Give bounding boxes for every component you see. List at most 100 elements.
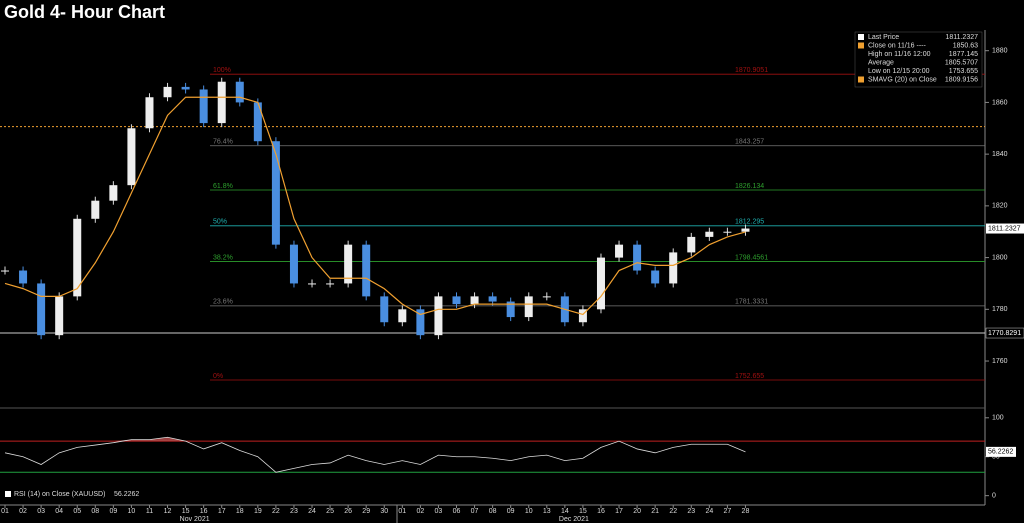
candle: [73, 218, 82, 297]
rsi-legend-swatch: [5, 491, 11, 497]
fib-label: 61.8%: [213, 183, 233, 190]
x-tick-label: 04: [55, 508, 63, 515]
candle: [199, 89, 208, 124]
x-tick-label: 13: [543, 508, 551, 515]
legend-value: 1753.655: [949, 68, 978, 75]
candle: [181, 86, 190, 90]
fib-label: 23.6%: [213, 299, 233, 306]
candle: [37, 283, 46, 336]
x-tick-label: 24: [705, 508, 713, 515]
candle: [91, 200, 100, 219]
x-tick-label: 10: [128, 508, 136, 515]
x-tick-label: 21: [651, 508, 659, 515]
rsi-value-box: 56.2262: [988, 449, 1013, 456]
candle: [741, 228, 750, 232]
fib-value: 1752.655: [735, 373, 764, 380]
candle: [19, 270, 28, 284]
fib-value: 1798.4561: [735, 254, 768, 261]
y-tick-label: 1800: [992, 254, 1008, 261]
x-tick-label: 16: [200, 508, 208, 515]
y-tick-label: 1820: [992, 203, 1008, 210]
candle: [163, 86, 172, 98]
candle: [326, 283, 335, 285]
candle: [596, 257, 605, 310]
x-tick-label: 01: [398, 508, 406, 515]
fib-label: 100%: [213, 67, 231, 74]
x-tick-label: 18: [236, 508, 244, 515]
legend-text: SMAVG (20) on Close: [868, 76, 937, 83]
candle: [705, 231, 714, 237]
candle: [362, 244, 371, 297]
candle: [145, 97, 154, 129]
x-tick-label: 02: [19, 508, 27, 515]
legend-text: High on 11/16 12:00: [868, 51, 931, 58]
legend-text: Last Price: [868, 34, 899, 41]
x-tick-label: 25: [326, 508, 334, 515]
x-tick-label: 15: [579, 508, 587, 515]
y-tick-label: 1860: [992, 99, 1008, 106]
candle: [344, 244, 353, 284]
x-tick-label: 06: [453, 508, 461, 515]
candle: [615, 244, 624, 258]
x-tick-label: 15: [182, 508, 190, 515]
rsi-legend-value: 56.2262: [114, 491, 139, 498]
x-tick-label: 14: [561, 508, 569, 515]
legend-text: Average: [868, 59, 894, 66]
x-tick-label: 19: [254, 508, 262, 515]
fib-value: 1826.134: [735, 183, 764, 190]
x-tick-label: 26: [344, 508, 352, 515]
x-tick-label: 29: [362, 508, 370, 515]
legend-value: 1811.2327: [945, 34, 978, 41]
candle: [542, 296, 551, 298]
chart-title: Gold 4- Hour Chart: [4, 2, 165, 22]
candle: [687, 236, 696, 253]
last-price-label: 1811.2327: [988, 225, 1021, 232]
y-tick-label: 1780: [992, 306, 1008, 313]
x-tick-label: 16: [597, 508, 605, 515]
legend-value: 1805.5707: [945, 59, 978, 66]
rsi-tick-label: 0: [992, 492, 996, 499]
x-tick-label: 11: [146, 508, 153, 515]
x-tick-label: 23: [687, 508, 695, 515]
x-tick-label: 07: [471, 508, 479, 515]
y-tick-label: 1760: [992, 358, 1008, 365]
candle: [109, 185, 118, 201]
candle: [271, 141, 280, 245]
x-tick-label: 08: [489, 508, 497, 515]
candle: [289, 244, 298, 284]
sma-line: [4, 96, 746, 316]
legend-value: 1877.145: [949, 51, 978, 58]
x-tick-label: 05: [73, 508, 81, 515]
legend-value: 1850.63: [953, 42, 978, 49]
x-tick-label: 17: [615, 508, 623, 515]
legend-value: 1809.9156: [945, 76, 978, 83]
x-tick-label: 02: [416, 508, 424, 515]
x-tick-label: 24: [308, 508, 316, 515]
candle: [235, 81, 244, 103]
fib-label: 0%: [213, 373, 223, 380]
rsi-line: [4, 436, 746, 473]
x-tick-label: 20: [633, 508, 641, 515]
legend-text: Close on 11/16 ----: [868, 42, 927, 49]
month-label: Dec 2021: [559, 516, 589, 523]
x-tick-label: 03: [37, 508, 45, 515]
x-tick-label: 10: [525, 508, 533, 515]
candle: [488, 296, 497, 302]
fib-value: 1843.257: [735, 139, 764, 146]
candle: [452, 296, 461, 305]
month-label: Nov 2021: [180, 516, 210, 523]
x-tick-label: 28: [742, 508, 750, 515]
candle: [308, 283, 317, 285]
x-tick-label: 22: [272, 508, 280, 515]
legend-swatch: [858, 42, 864, 49]
x-tick-label: 09: [507, 508, 515, 515]
candle: [506, 301, 515, 318]
candle: [470, 296, 479, 305]
x-tick-label: 23: [290, 508, 298, 515]
candle: [1, 270, 9, 272]
x-tick-label: 12: [164, 508, 172, 515]
value-box: [986, 223, 1024, 234]
y-tick-label: 1880: [992, 48, 1008, 55]
rsi-tick-label: 100: [992, 415, 1004, 422]
